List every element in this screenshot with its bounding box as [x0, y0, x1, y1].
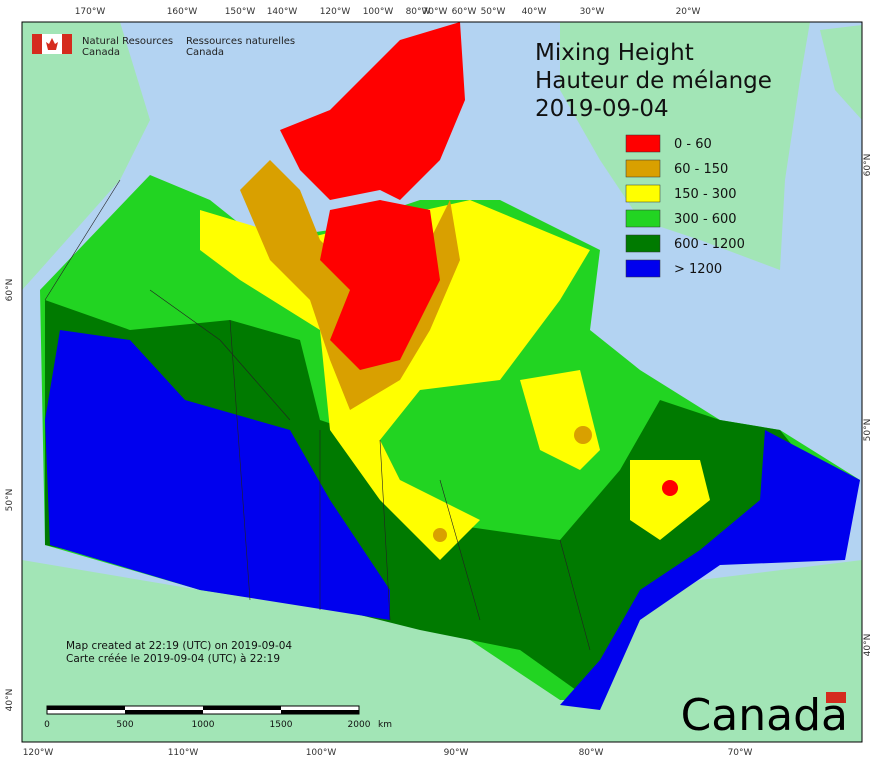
map-note: Map created at 22:19 (UTC) on 2019-09-04	[66, 640, 292, 652]
top-tick-label: 30°W	[580, 7, 605, 17]
zone-above-1200-west	[45, 330, 390, 620]
scale-label: 0	[44, 720, 50, 730]
left-tick-label: 50°N	[5, 489, 15, 512]
top-tick-label: 50°W	[481, 7, 506, 17]
legend-swatch	[625, 134, 661, 153]
scale-bar-segment	[125, 710, 203, 714]
flag-band	[62, 34, 72, 54]
zone-600-1200	[45, 300, 820, 700]
agency-name-fr: Ressources naturelles	[186, 36, 295, 47]
legend-label: 60 - 150	[674, 162, 728, 177]
top-tick-label: 20°W	[676, 7, 701, 17]
legend-swatch	[625, 159, 661, 178]
map-note: Carte créée le 2019-09-04 (UTC) à 22:19	[66, 653, 280, 665]
zone-150-300-east	[520, 370, 710, 540]
bottom-tick-label: 80°W	[579, 748, 604, 758]
map-title: Hauteur de mélange	[535, 68, 772, 94]
scale-unit: km	[378, 720, 392, 730]
bottom-tick-label: 100°W	[306, 748, 337, 758]
agency-name-en: Natural Resources	[82, 36, 173, 47]
legend-swatch	[625, 259, 661, 278]
top-tick-label: 150°W	[225, 7, 256, 17]
scale-bar	[46, 705, 360, 715]
alaska	[22, 22, 150, 290]
scale-label: 1500	[270, 720, 293, 730]
map-frame	[21, 21, 863, 743]
boundaries	[44, 179, 591, 651]
scale-bar-segment	[281, 710, 359, 714]
left-tick-label: 60°N	[5, 279, 15, 302]
legend-label: 600 - 1200	[674, 237, 745, 252]
legend-label: 300 - 600	[674, 212, 737, 227]
scale-bar-segment	[47, 706, 125, 710]
legend: 0 - 60 60 - 150 150 - 300 300 - 600 600 - 12…	[625, 134, 745, 278]
legend-label: 0 - 60	[674, 137, 712, 152]
top-tick-label: 100°W	[363, 7, 394, 17]
map-title: 2019-09-04	[535, 96, 669, 122]
bottom-tick-label: 70°W	[728, 748, 753, 758]
right-tick-label: 60°N	[863, 154, 873, 177]
top-tick-label: 140°W	[267, 7, 298, 17]
top-tick-label: 40°W	[522, 7, 547, 17]
legend-swatch	[625, 209, 661, 228]
mixing-height-zones	[40, 22, 860, 710]
canada-wordmark: Canada	[681, 690, 848, 741]
left-tick-label: 40°N	[5, 689, 15, 712]
greenland	[560, 22, 810, 270]
hotspot	[662, 480, 678, 496]
agency-name-fr: Canada	[186, 47, 224, 58]
top-tick-label: 160°W	[167, 7, 198, 17]
map-title: Mixing Height	[535, 40, 694, 66]
scale-bar-segment	[203, 706, 281, 710]
bottom-tick-label: 110°W	[168, 748, 199, 758]
legend-swatch	[625, 234, 661, 253]
agency-name-en: Canada	[82, 47, 120, 58]
zone-above-1200-east	[560, 430, 860, 710]
top-tick-label: 70°W	[423, 7, 448, 17]
top-tick-label: 60°W	[452, 7, 477, 17]
bottom-tick-label: 90°W	[444, 748, 469, 758]
legend-swatch	[625, 184, 661, 203]
scale-label: 2000	[348, 720, 371, 730]
right-tick-label: 50°N	[863, 419, 873, 442]
top-tick-label: 80°W	[406, 7, 431, 17]
scale-label: 500	[116, 720, 133, 730]
zone-0-60	[280, 22, 465, 370]
wordmark-flag	[826, 692, 846, 703]
maple-leaf	[46, 38, 58, 50]
legend-label: > 1200	[674, 262, 722, 277]
top-tick-label: 170°W	[75, 7, 106, 17]
scale-label: 1000	[192, 720, 215, 730]
right-tick-label: 40°N	[863, 634, 873, 657]
hotspot	[433, 528, 447, 542]
legend-label: 150 - 300	[674, 187, 737, 202]
flag-band	[32, 34, 42, 54]
top-tick-label: 120°W	[320, 7, 351, 17]
canada-flag	[32, 34, 72, 54]
iceland	[820, 25, 862, 120]
hotspot	[574, 426, 592, 444]
bottom-tick-label: 120°W	[23, 748, 54, 758]
